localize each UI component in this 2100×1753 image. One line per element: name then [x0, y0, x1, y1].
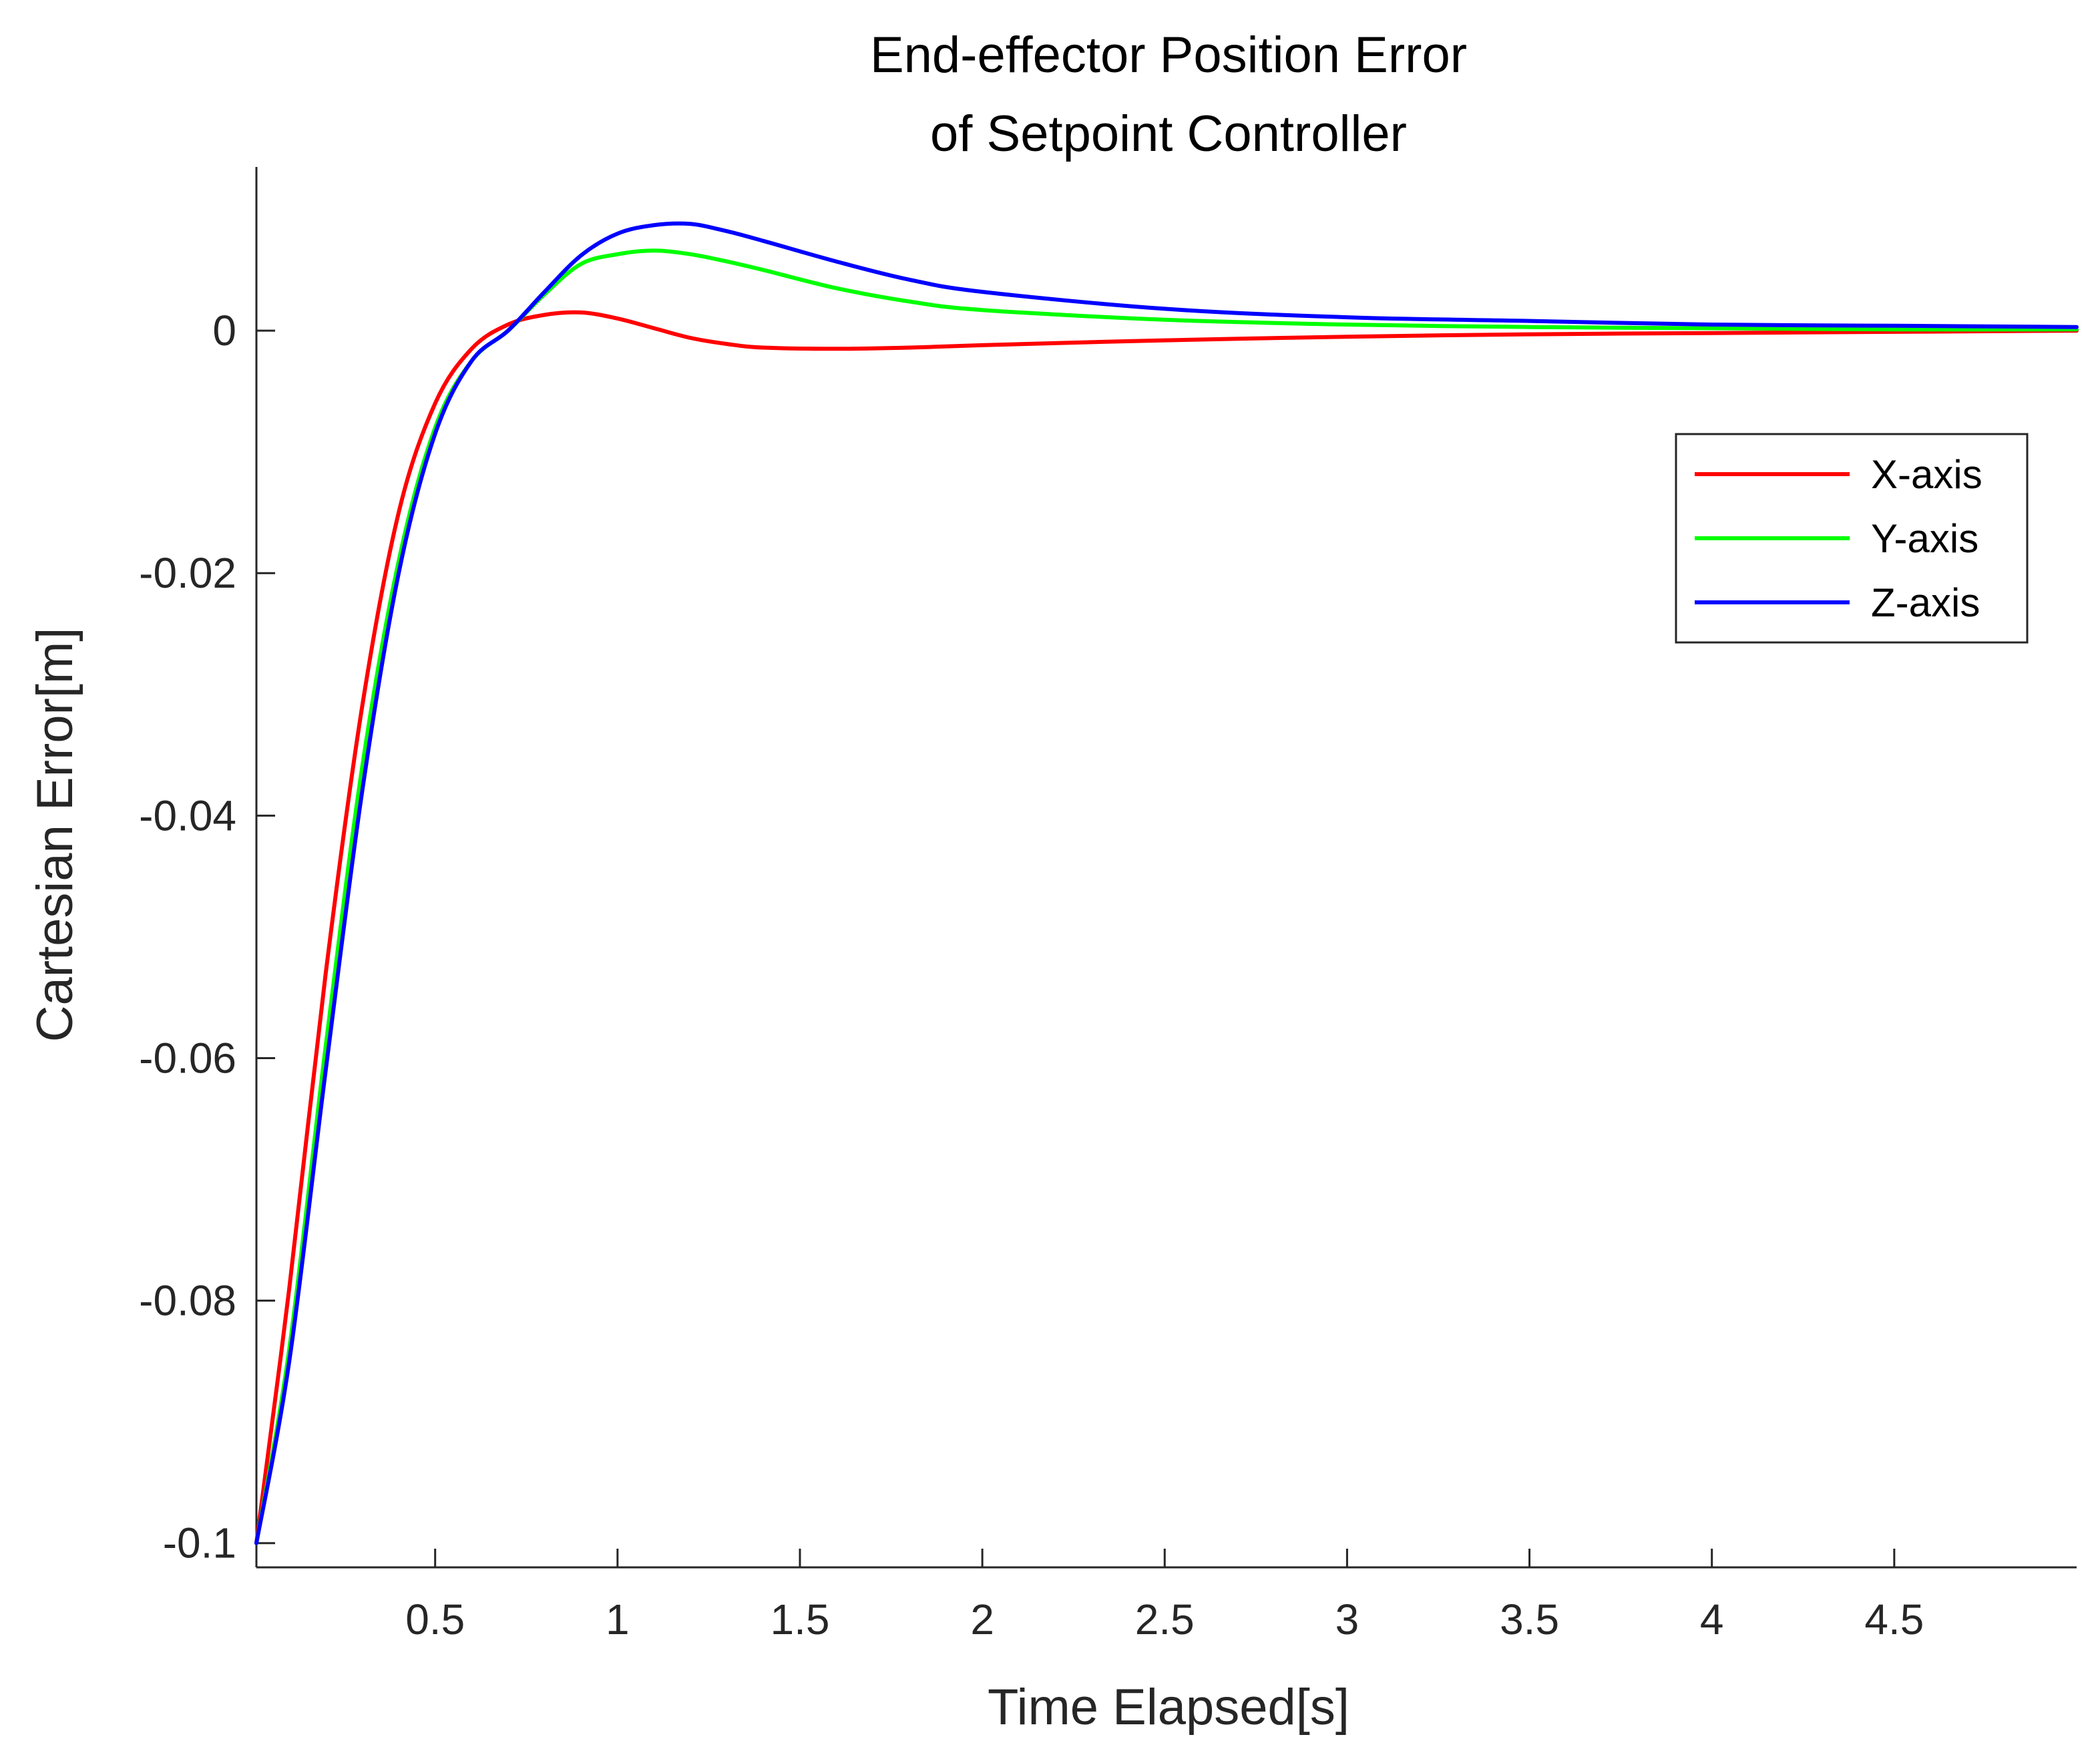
legend-label-z-axis: Z-axis: [1871, 580, 1980, 625]
x-tick-label: 1.5: [770, 1595, 829, 1643]
series-line-y-axis: [254, 248, 2079, 1545]
y-tick-label: -0.06: [139, 1034, 236, 1082]
y-tick-label: -0.02: [139, 549, 236, 597]
axis-ticks: 0.5 1 1.5 2 2.5 3 3.5 4 4.5 -0.1 -0.08 -0.06 -0.04 -0…: [139, 307, 1924, 1643]
x-axis-label: Time Elapsed[s]: [988, 1679, 1349, 1736]
legend-label-y-axis: Y-axis: [1871, 516, 1978, 561]
x-tick-label: 4: [1700, 1595, 1724, 1643]
legend: X-axis Y-axis Z-axis: [1675, 433, 2029, 644]
chart-title-line-2: of Setpoint Controller: [930, 106, 1407, 162]
y-axis-label: Cartesian Error[m]: [27, 628, 83, 1042]
series-line-z-axis: [254, 221, 2079, 1545]
x-tick-label: 1: [606, 1595, 630, 1643]
legend-label-x-axis: X-axis: [1871, 452, 1982, 497]
series-line-x-axis: [254, 310, 2079, 1545]
plot-axes: [255, 167, 2077, 1569]
x-tick-label: 2.5: [1135, 1595, 1195, 1643]
x-tick-label: 2: [970, 1595, 994, 1643]
y-tick-label: -0.04: [139, 791, 236, 839]
x-tick-label: 3: [1335, 1595, 1359, 1643]
data-series: [254, 221, 2079, 1545]
x-tick-label: 4.5: [1864, 1595, 1924, 1643]
x-tick-label: 3.5: [1500, 1595, 1559, 1643]
chart-title-line-1: End-effector Position Error: [870, 27, 1467, 83]
y-tick-label: -0.08: [139, 1277, 236, 1325]
y-tick-label: 0: [212, 307, 236, 355]
y-tick-label: -0.1: [163, 1519, 236, 1567]
x-tick-label: 0.5: [405, 1595, 465, 1643]
